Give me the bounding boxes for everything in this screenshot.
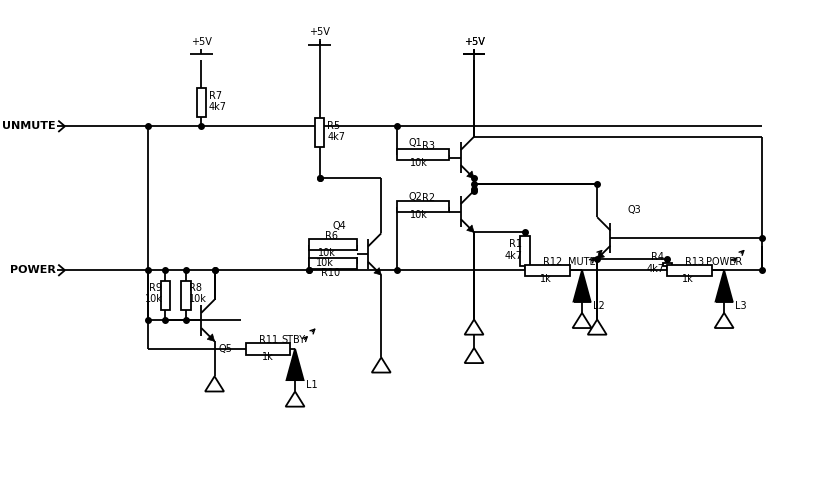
Bar	[309, 258, 357, 269]
Text: POWER: POWER	[10, 265, 55, 275]
Text: Q2: Q2	[409, 192, 423, 202]
Text: Q1: Q1	[409, 138, 423, 148]
Polygon shape	[466, 225, 474, 232]
Bar	[181, 281, 191, 310]
Polygon shape	[714, 313, 733, 328]
Text: R10: R10	[321, 268, 340, 278]
Bar	[525, 264, 569, 276]
Bar	[662, 263, 672, 266]
Text: 4k7: 4k7	[504, 251, 522, 261]
Text: R9: R9	[149, 283, 162, 293]
Polygon shape	[715, 270, 733, 302]
Polygon shape	[205, 376, 224, 391]
Text: L2: L2	[593, 301, 605, 311]
Text: STBY: STBY	[281, 336, 305, 345]
Text: 10k: 10k	[318, 248, 336, 258]
Text: R11: R11	[259, 336, 278, 345]
Polygon shape	[286, 391, 305, 407]
Bar	[521, 236, 530, 266]
Text: R2: R2	[422, 193, 435, 203]
Bar	[667, 264, 712, 276]
Polygon shape	[465, 319, 484, 335]
Text: 1k: 1k	[262, 352, 274, 362]
Text: 4k7: 4k7	[647, 264, 664, 274]
Polygon shape	[573, 313, 592, 328]
Text: 1k: 1k	[681, 274, 694, 284]
Bar	[315, 118, 325, 147]
Text: 10k: 10k	[189, 294, 207, 304]
Text: L3: L3	[736, 301, 747, 311]
Polygon shape	[374, 268, 382, 275]
Text: R6: R6	[325, 231, 338, 241]
Polygon shape	[574, 270, 591, 302]
Text: R3: R3	[422, 141, 434, 151]
Polygon shape	[207, 334, 214, 341]
Text: MUTE: MUTE	[569, 257, 596, 267]
Text: +5V: +5V	[464, 37, 485, 47]
Text: UNMUTE: UNMUTE	[2, 121, 55, 131]
Text: 10k: 10k	[410, 158, 428, 168]
Bar	[397, 149, 449, 161]
Text: Q5: Q5	[218, 344, 232, 354]
Polygon shape	[372, 358, 391, 372]
Polygon shape	[466, 171, 474, 178]
Text: Q3: Q3	[628, 205, 641, 215]
Text: R12: R12	[542, 257, 562, 267]
Text: Q4: Q4	[333, 221, 346, 231]
Polygon shape	[287, 349, 303, 380]
Text: R5: R5	[327, 121, 340, 131]
Text: R13: R13	[685, 257, 704, 267]
Text: 1k: 1k	[540, 274, 551, 284]
Polygon shape	[465, 348, 484, 363]
Text: 10k: 10k	[410, 210, 428, 220]
Polygon shape	[597, 251, 605, 259]
Text: R8: R8	[189, 283, 202, 293]
Bar	[397, 201, 449, 213]
Text: +5V: +5V	[464, 37, 485, 47]
Text: L1: L1	[307, 380, 318, 390]
Text: +5V: +5V	[309, 27, 330, 37]
Text: 4k7: 4k7	[208, 102, 227, 112]
Text: 10k: 10k	[144, 294, 162, 304]
Text: +5V: +5V	[191, 37, 212, 47]
Text: POWER: POWER	[706, 257, 742, 267]
Bar	[197, 88, 206, 117]
Bar	[246, 343, 290, 355]
Bar	[161, 281, 170, 310]
Text: R4: R4	[652, 252, 664, 262]
Text: R1: R1	[509, 239, 522, 249]
Text: R7: R7	[208, 91, 222, 101]
Text: 10k: 10k	[316, 258, 335, 268]
Bar	[309, 239, 357, 250]
Polygon shape	[588, 319, 606, 335]
Text: 4k7: 4k7	[327, 132, 345, 142]
